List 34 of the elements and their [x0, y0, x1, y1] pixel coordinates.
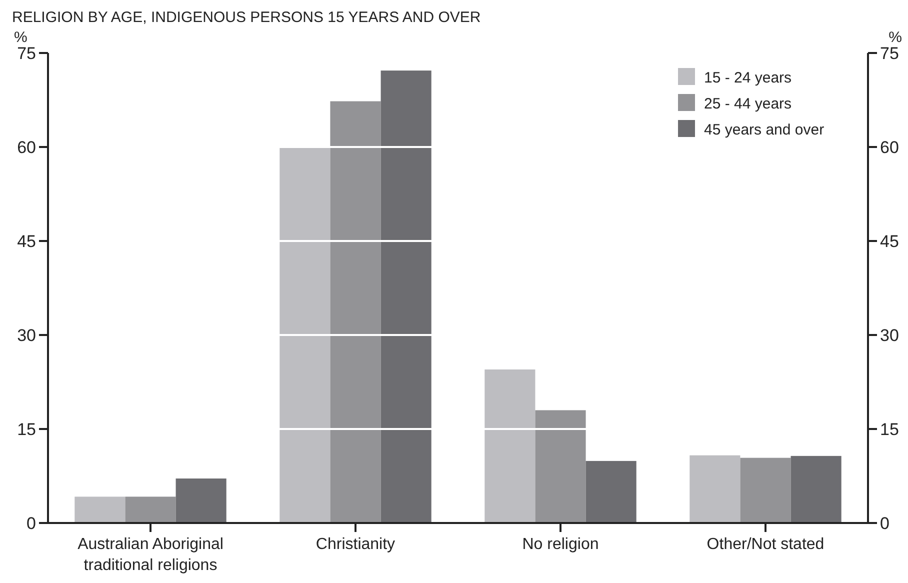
y-tick-label: 75 [17, 44, 36, 63]
y-tick-label: 45 [17, 232, 36, 251]
x-tick-label: Christianity [316, 536, 396, 553]
bar [176, 478, 226, 523]
y2-tick-label: 75 [880, 44, 899, 63]
y-tick-label: 0 [26, 514, 36, 533]
bar [74, 496, 126, 523]
y2-tick-label: 30 [880, 326, 899, 345]
bar [484, 369, 536, 523]
chart-title: RELIGION BY AGE, INDIGENOUS PERSONS 15 YEARS AND OVER [12, 9, 481, 26]
bar [280, 146, 330, 523]
y2-tick-label: 60 [880, 138, 899, 157]
y2-axis-title: % [888, 29, 902, 46]
bar [690, 455, 740, 523]
legend-label: 45 years and over [704, 121, 824, 138]
y-tick-label: 30 [17, 326, 36, 345]
y2-tick-label: 15 [880, 420, 899, 439]
y2-tick-label: 0 [880, 514, 890, 533]
bar [380, 70, 432, 523]
bar [535, 410, 586, 523]
x-tick-label: Other/Not stated [706, 536, 824, 553]
y-tick-label: 15 [17, 420, 36, 439]
bar [790, 456, 842, 523]
bar [740, 458, 791, 523]
legend-label: 25 - 44 years [704, 95, 792, 112]
y2-tick-label: 45 [880, 232, 899, 251]
bar [125, 496, 176, 523]
x-tick-label: Australian Aboriginal traditional religions [78, 536, 224, 574]
x-tick-label: No religion [522, 536, 599, 553]
legend-label: 15 - 24 years [704, 69, 792, 86]
bar [586, 460, 636, 523]
y-tick-label: 60 [17, 138, 36, 157]
y-axis-title: % [14, 29, 28, 46]
bar [330, 101, 381, 523]
